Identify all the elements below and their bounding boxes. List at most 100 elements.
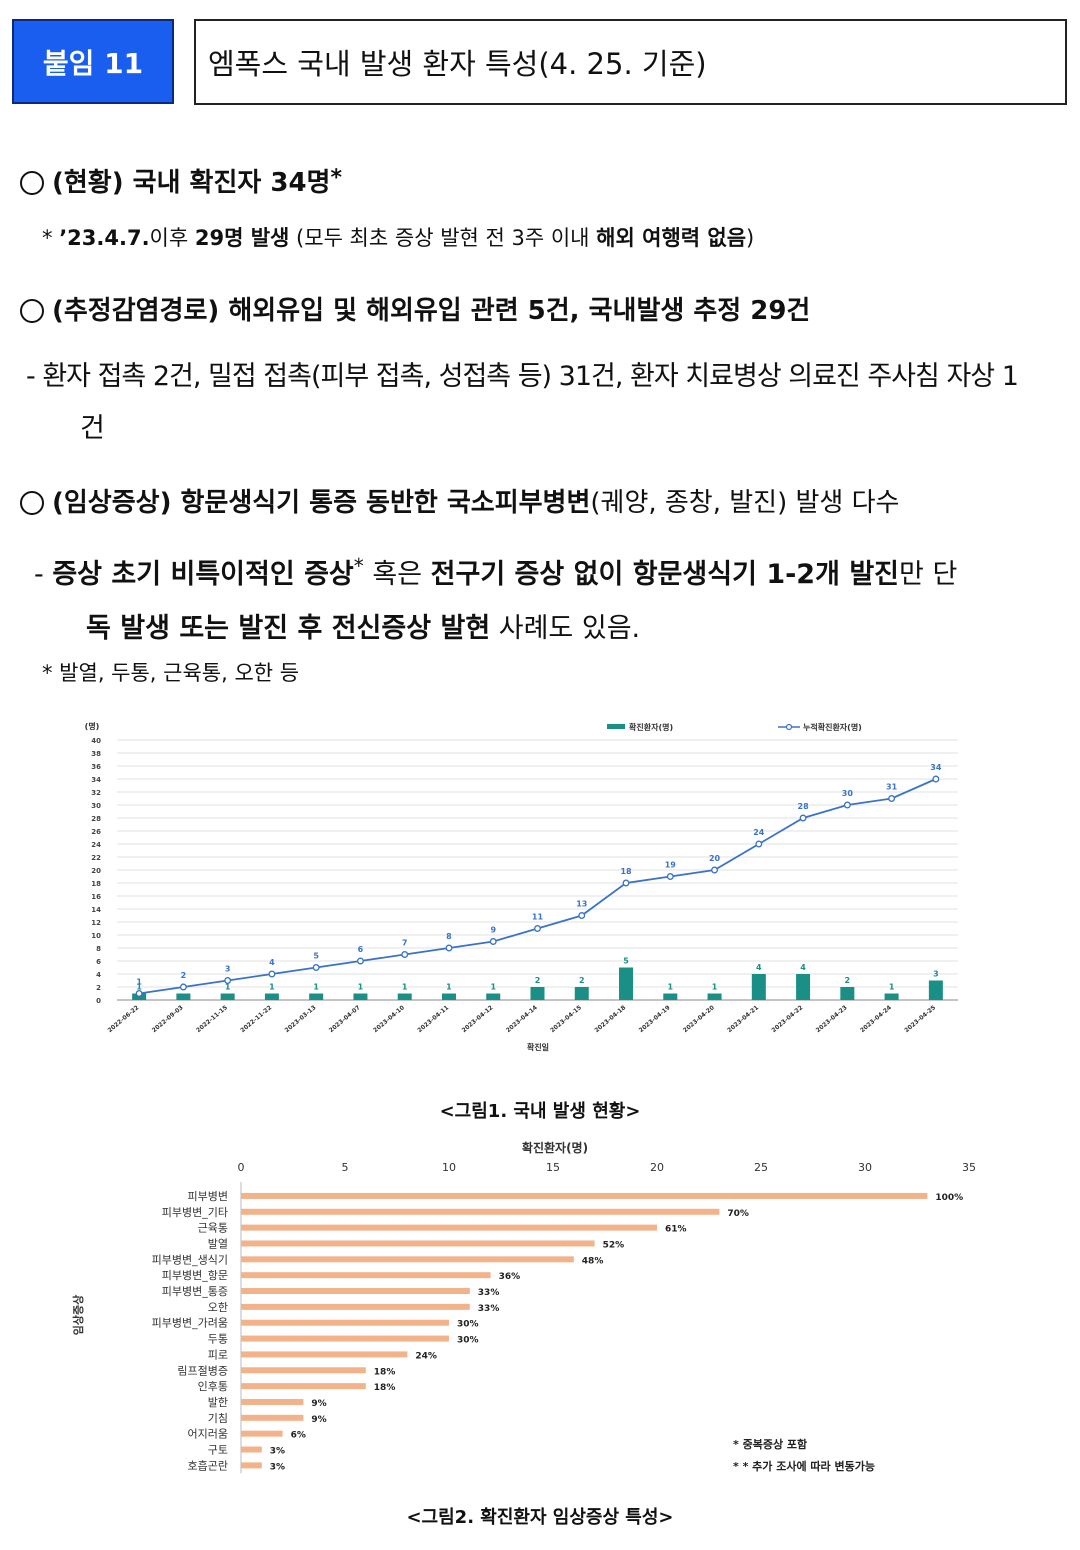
cumulative-label: 4 [269,958,275,967]
x-tick-label: 2023-04-12 [461,1004,495,1034]
cumulative-label: 34 [930,763,942,772]
y-tick-label: 2 [96,984,101,992]
legend-line-marker [785,723,793,731]
x-tick-label: 2022-11-22 [239,1004,273,1034]
y-tick-label: 16 [91,893,101,901]
cumulative-label: 19 [665,861,677,870]
y-tick-label: 피로 [208,1348,228,1361]
daily-bar [264,993,279,1000]
circle-bullet-icon [20,299,44,323]
symptom-bar [241,1288,470,1295]
section-infection-route: (추정감염경로) 해외유입 및 해외유입 관련 5건, 국내발생 추정 29건 [20,290,810,327]
cumulative-label: 7 [402,939,408,948]
symptom-bar-label: 48% [582,1256,604,1266]
symptom-bar-label: 9% [311,1399,326,1409]
daily-bar [796,974,811,1000]
page-title: 엠폭스 국내 발생 환자 특성(4. 25. 기준) [194,19,1067,105]
y-tick-label: 두통 [208,1333,228,1346]
daily-bar-label: 1 [402,983,408,992]
daily-bar-label: 3 [933,970,939,979]
y-tick-label: 오한 [208,1301,228,1314]
daily-bar-label: 1 [269,983,275,992]
section2-detail-line1: - 환자 접촉 2건, 밀접 접촉(피부 접촉, 성접촉 등) 31건, 환자 … [26,361,1019,392]
y-tick-label: 38 [91,750,101,758]
cumulative-point [534,925,541,932]
x-tick-label: 25 [754,1161,768,1174]
section3-footnote: * 발열, 두통, 근육통, 오한 등 [42,661,300,685]
symptom-bar [241,1414,304,1421]
y-tick-label: 18 [91,880,101,888]
x-tick-label: 2023-04-24 [859,1004,893,1034]
cumulative-point [445,944,453,952]
x-tick-label: 2023-04-19 [638,1004,672,1034]
cumulative-point [401,951,409,958]
y-tick-label: 어지러움 [188,1428,228,1441]
symptom-bar [241,1462,262,1469]
circle-bullet-icon [20,171,44,195]
symptom-bar [241,1224,657,1231]
symptoms-chart: 확진환자(명) 0 5 10 15 20 25 30 35 피부병변 100% 피부병변_기타 70% 근… [71,1140,976,1474]
figure1-caption: <그림1. 국내 발생 현황> [439,1101,641,1122]
legend-bar-label: 확진환자(명) [629,722,673,732]
daily-bar [176,993,191,1000]
symptom-bar-label: 24% [415,1351,437,1361]
daily-bar [441,993,456,1000]
y-tick-label: 인후통 [198,1380,228,1393]
cumulative-label: 18 [620,867,632,876]
cumulative-point [224,977,232,984]
y-tick-label: 8 [96,945,101,953]
cumulative-label: 20 [709,854,721,863]
attachment-badge: 붙임 11 [12,19,174,104]
cumulative-label: 3 [225,965,231,974]
y-tick-label: 10 [91,932,101,940]
daily-bar [530,987,545,1000]
x-tick-label: 2023-04-10 [372,1004,406,1034]
y-axis-unit: (명) [85,721,100,731]
y-axis-title: 임상증상 [71,1295,85,1335]
daily-bar-label: 1 [136,983,142,992]
daily-bar-label: 5 [623,957,629,966]
symptom-bar-label: 52% [603,1240,625,1250]
x-tick-label: 2023-04-15 [549,1004,583,1034]
cumulative-label: 2 [181,971,187,980]
symptom-bar [241,1272,491,1279]
symptom-bar-label: 61% [665,1225,687,1235]
x-tick-label: 15 [546,1161,560,1174]
x-tick-label: 20 [650,1161,664,1174]
daily-bar-label: 1 [446,983,452,992]
daily-bar [707,993,722,1000]
chart-title: 확진환자(명) [522,1140,588,1155]
cumulative-label: 1 [136,978,142,987]
cumulative-label: 11 [532,913,544,922]
cumulative-point [312,964,320,971]
x-tick-label: 2022-06-22 [107,1004,141,1034]
x-tick-label: 2023-04-11 [416,1004,450,1034]
daily-bar-label: 2 [579,976,585,985]
symptom-bar-label: 33% [478,1288,500,1298]
cumulative-label: 24 [753,828,765,837]
y-tick-label: 피부병변 [188,1190,228,1203]
note-text: ) [746,226,755,250]
y-tick-label: 호흡곤란 [188,1458,228,1472]
footnote-star: * [330,165,342,191]
x-tick-label: 2023-04-20 [682,1004,716,1034]
daily-bar-label: 1 [225,983,231,992]
symptom-bar [241,1446,262,1453]
y-tick-label: 발열 [208,1237,228,1250]
note-travel: 해외 여행력 없음 [596,226,747,250]
symptom-bar [241,1240,595,1247]
symptom-bar-label: 6% [291,1431,306,1441]
note-date: ’23.4.7. [59,226,150,250]
detail-bold: 독 발생 또는 발진 후 전신증상 발현 [86,613,491,644]
daily-bar [353,993,368,1000]
daily-bar [397,993,412,1000]
y-tick-label: 림프절병증 [177,1364,228,1377]
y-tick-label: 피부병변_생식기 [152,1253,228,1266]
daily-bar [619,967,634,1000]
dash: - [34,559,53,590]
daily-bar-label: 1 [889,983,895,992]
symptom-bar [241,1367,366,1374]
daily-bar-label: 4 [800,963,806,972]
section-heading-rest: (궤양, 종창, 발진) 발생 다수 [590,488,900,518]
y-tick-label: 30 [91,802,101,810]
